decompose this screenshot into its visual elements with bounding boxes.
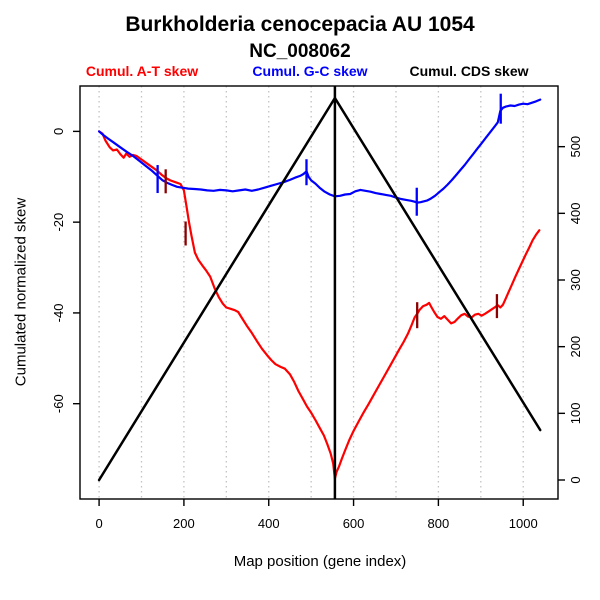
right-tick-label: 0 xyxy=(568,476,583,483)
legend-gc-skew: Cumul. G-C skew xyxy=(252,63,368,79)
right-tick-label: 500 xyxy=(568,136,583,158)
legend-cds-skew: Cumul. CDS skew xyxy=(409,63,529,79)
x-tick-label: 1000 xyxy=(509,516,538,531)
left-tick-label: -60 xyxy=(51,394,66,413)
x-tick-label: 0 xyxy=(95,516,102,531)
right-tick-label: 200 xyxy=(568,336,583,358)
chart-subtitle: NC_008062 xyxy=(249,41,351,62)
x-tick-label: 400 xyxy=(258,516,280,531)
x-axis-label: Map position (gene index) xyxy=(233,553,407,570)
left-tick-label: -40 xyxy=(51,304,66,323)
plot-box xyxy=(79,85,559,500)
x-tick-label: 200 xyxy=(173,516,195,531)
left-tick-label: 0 xyxy=(51,128,66,135)
right-tick-label: 400 xyxy=(568,202,583,224)
right-tick-label: 100 xyxy=(568,402,583,424)
cds-skew-curve xyxy=(97,96,542,482)
chart-title: Burkholderia cenocepacia AU 1054 xyxy=(125,13,475,36)
left-tick-label: -20 xyxy=(51,213,66,232)
legend-at-skew: Cumul. A-T skew xyxy=(85,63,199,79)
gc-skew-curve xyxy=(97,98,542,204)
x-tick-label: 600 xyxy=(343,516,365,531)
right-tick-label: 300 xyxy=(568,269,583,291)
x-tick-label: 800 xyxy=(428,516,450,531)
